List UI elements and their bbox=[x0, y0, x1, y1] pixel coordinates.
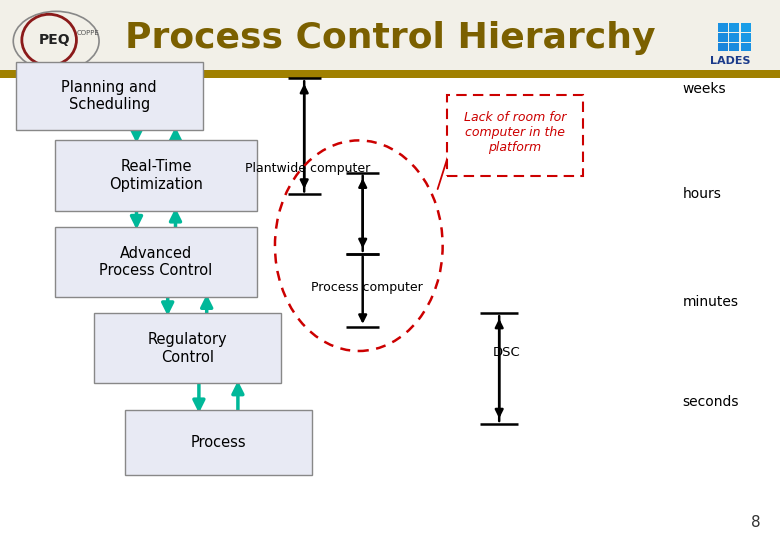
Text: COPPE: COPPE bbox=[76, 30, 99, 37]
FancyBboxPatch shape bbox=[729, 43, 739, 51]
Text: Process computer: Process computer bbox=[310, 281, 423, 294]
FancyBboxPatch shape bbox=[0, 0, 780, 71]
Text: DSC: DSC bbox=[493, 346, 521, 359]
FancyBboxPatch shape bbox=[55, 140, 257, 211]
Text: hours: hours bbox=[682, 187, 722, 201]
FancyBboxPatch shape bbox=[718, 33, 728, 42]
FancyBboxPatch shape bbox=[125, 410, 312, 475]
FancyBboxPatch shape bbox=[741, 23, 751, 32]
FancyBboxPatch shape bbox=[446, 94, 583, 176]
Text: seconds: seconds bbox=[682, 395, 739, 409]
Text: Planning and
Scheduling: Planning and Scheduling bbox=[62, 80, 157, 112]
Text: Lack of room for
computer in the
platform: Lack of room for computer in the platfor… bbox=[463, 111, 566, 154]
FancyBboxPatch shape bbox=[741, 33, 751, 42]
Text: Plantwide computer: Plantwide computer bbox=[246, 162, 370, 175]
Text: Real-Time
Optimization: Real-Time Optimization bbox=[109, 159, 203, 192]
FancyBboxPatch shape bbox=[16, 62, 203, 130]
Text: Regulatory
Control: Regulatory Control bbox=[147, 332, 227, 365]
Text: LADES: LADES bbox=[710, 56, 750, 66]
Text: Advanced
Process Control: Advanced Process Control bbox=[99, 246, 213, 278]
FancyBboxPatch shape bbox=[718, 23, 728, 32]
Text: Process Control Hierarchy: Process Control Hierarchy bbox=[125, 21, 655, 55]
FancyBboxPatch shape bbox=[718, 43, 728, 51]
Text: weeks: weeks bbox=[682, 82, 726, 96]
FancyBboxPatch shape bbox=[729, 33, 739, 42]
FancyBboxPatch shape bbox=[741, 43, 751, 51]
Text: 8: 8 bbox=[751, 515, 760, 530]
Text: Process: Process bbox=[190, 435, 246, 450]
Text: minutes: minutes bbox=[682, 295, 739, 309]
FancyBboxPatch shape bbox=[94, 313, 281, 383]
FancyBboxPatch shape bbox=[55, 227, 257, 297]
FancyBboxPatch shape bbox=[0, 70, 780, 78]
FancyBboxPatch shape bbox=[729, 23, 739, 32]
Text: PEQ: PEQ bbox=[39, 33, 70, 47]
